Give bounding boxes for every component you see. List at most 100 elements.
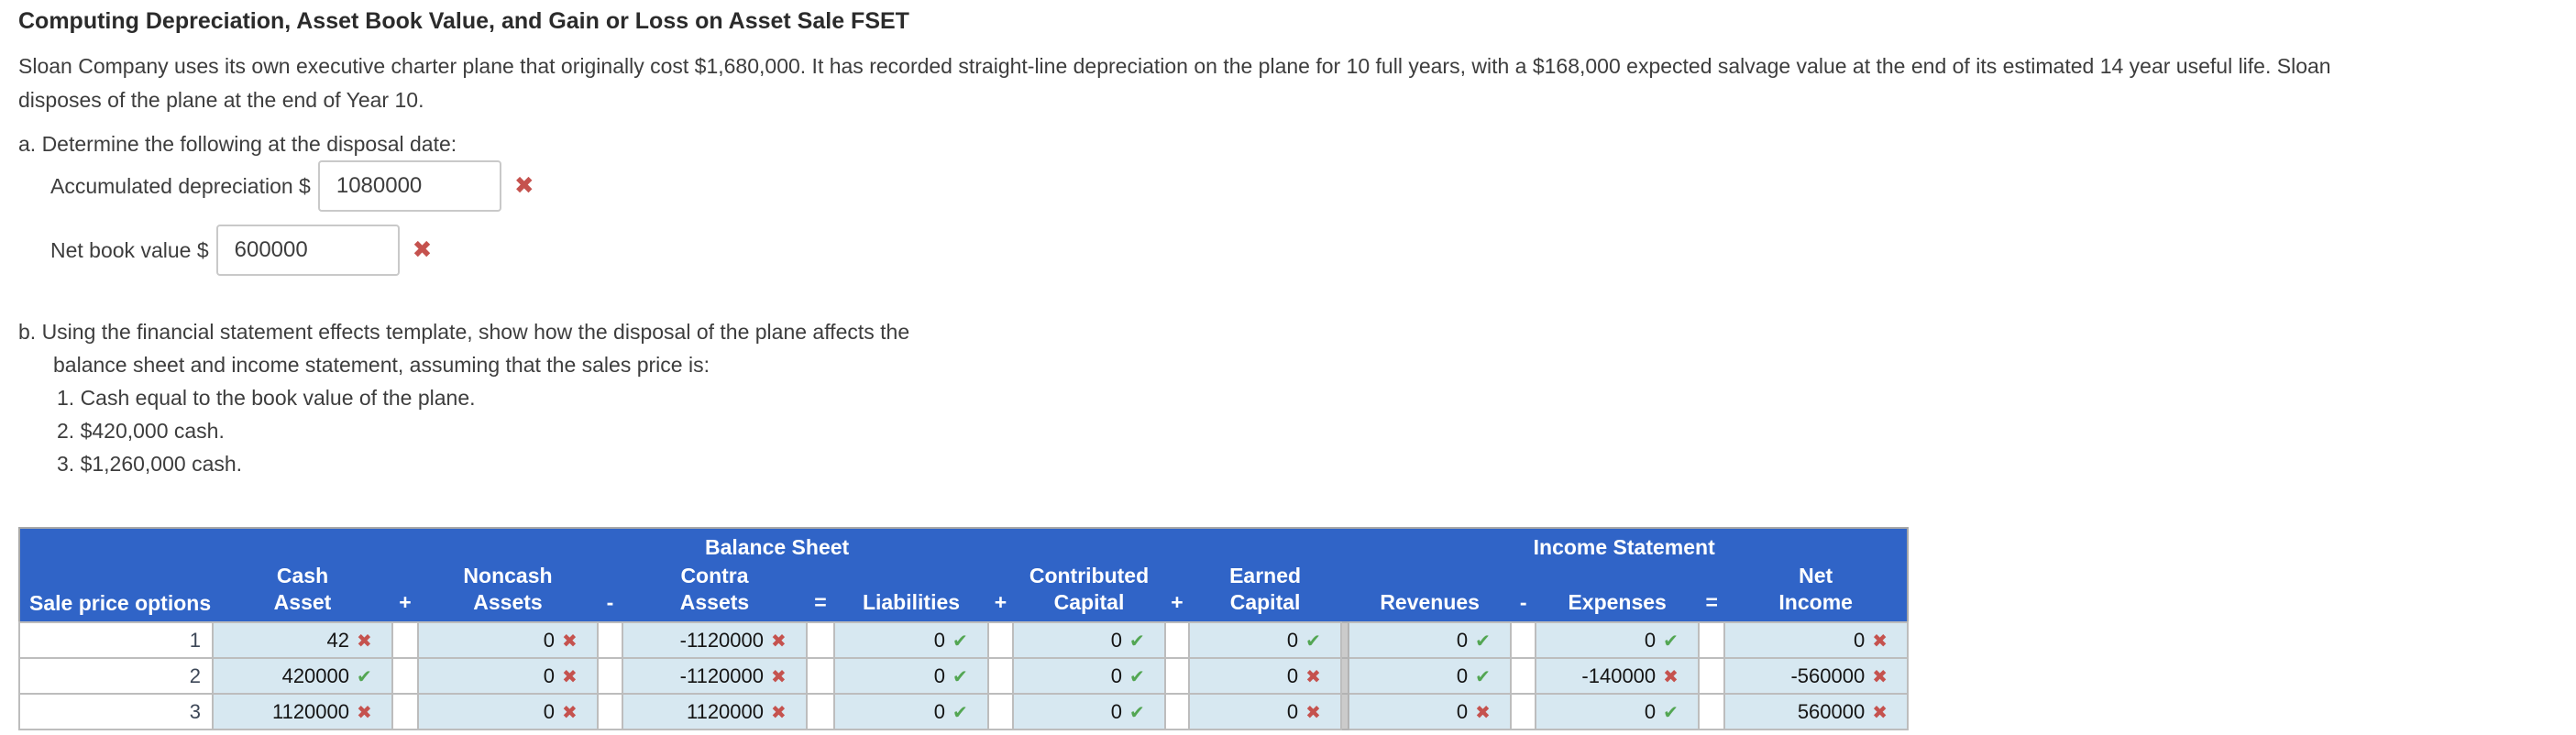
expenses-input[interactable] (1540, 699, 1657, 724)
column-header-liabilities: Liabilities (834, 563, 988, 622)
cell-earned-capital: ✖ (1187, 657, 1343, 695)
column-header-line2: Assets (679, 590, 750, 614)
net-income-input[interactable] (1729, 664, 1866, 688)
contra-assets-input[interactable] (627, 628, 764, 653)
status-icon: ✖ (1872, 629, 1888, 652)
cash-asset-input[interactable] (217, 664, 349, 688)
column-header-line2: Capital (1053, 590, 1125, 614)
column-header-line2: Liabilities (862, 590, 961, 614)
operator-spacer (391, 621, 419, 659)
contributed-capital-input[interactable] (1018, 628, 1122, 653)
status-icon: ✖ (562, 700, 578, 723)
cell-noncash-assets: ✖ (417, 657, 599, 695)
column-header-line1: Cash (276, 564, 329, 587)
status-icon: ✖ (1305, 664, 1321, 687)
cell-earned-capital: ✖ (1187, 693, 1343, 730)
field-label: Accumulated depreciation $ (50, 173, 311, 198)
noncash-assets-input[interactable] (423, 628, 555, 653)
revenues-input[interactable] (1353, 664, 1469, 688)
row-label-header: Sale price options (19, 563, 213, 622)
status-icon: ✔ (357, 664, 372, 687)
operator-spacer (1510, 621, 1537, 659)
operator-spacer (1164, 693, 1190, 730)
column-header-line2: Asset (273, 590, 332, 614)
expenses-input[interactable] (1540, 664, 1657, 688)
operator-spacer (987, 693, 1014, 730)
fset-table: Balance Sheet Income Statement Sale pric… (18, 527, 1910, 730)
status-icon: ✔ (1305, 629, 1321, 652)
status-icon: ✖ (771, 700, 787, 723)
noncash-assets-input[interactable] (423, 699, 555, 724)
net-book-value-input[interactable] (215, 225, 400, 276)
liabilities-input[interactable] (839, 699, 945, 724)
plus-operator: + (988, 563, 1013, 622)
cell-revenues: ✔ (1348, 657, 1513, 695)
column-header-expenses: Expenses (1536, 563, 1700, 622)
contributed-capital-input[interactable] (1018, 699, 1122, 724)
part-b-item-3: 3. $1,260,000 cash. (57, 452, 243, 476)
problem-intro-line1: Sloan Company uses its own executive cha… (18, 54, 2331, 78)
column-header-line1: Contra (680, 564, 749, 587)
part-a-fields: Accumulated depreciation $ ✖ Net book va… (18, 159, 2576, 277)
group-header-row: Balance Sheet Income Statement (19, 528, 1909, 563)
operator-spacer (987, 657, 1014, 695)
operator-spacer (1698, 621, 1726, 659)
operator-spacer (597, 657, 623, 695)
revenues-input[interactable] (1353, 628, 1469, 653)
status-icon: ✔ (952, 700, 968, 723)
operator-spacer (1164, 657, 1190, 695)
cell-contra-assets: ✖ (622, 621, 808, 659)
operator-spacer (391, 693, 419, 730)
part-b-section: b. Using the financial statement effects… (18, 315, 2576, 480)
field-label: Net book value $ (50, 237, 209, 262)
problem-intro-line2: disposes of the plane at the end of Year… (18, 88, 424, 112)
cell-net-income: ✖ (1723, 657, 1910, 695)
noncash-assets-input[interactable] (423, 664, 555, 688)
status-icon: ✖ (562, 629, 578, 652)
column-header-line1: Earned (1229, 564, 1302, 587)
section-divider (1340, 657, 1350, 695)
column-header-noncash-assets: Noncash Assets (418, 563, 598, 622)
cell-contributed-capital: ✔ (1012, 693, 1166, 730)
contra-assets-input[interactable] (627, 664, 764, 688)
accumulated-depreciation-input[interactable] (317, 160, 501, 212)
contributed-capital-input[interactable] (1018, 664, 1122, 688)
earned-capital-input[interactable] (1194, 699, 1299, 724)
status-icon: ✔ (952, 664, 968, 687)
cell-expenses: ✔ (1535, 693, 1701, 730)
earned-capital-input[interactable] (1194, 628, 1299, 653)
liabilities-input[interactable] (839, 628, 945, 653)
expenses-input[interactable] (1540, 628, 1657, 653)
row-label: 2 (18, 657, 214, 695)
incorrect-icon: ✖ (513, 172, 534, 200)
cell-contra-assets: ✖ (622, 657, 808, 695)
status-icon: ✔ (1129, 700, 1145, 723)
cash-asset-input[interactable] (217, 628, 349, 653)
status-icon: ✔ (1129, 629, 1145, 652)
cell-net-income: ✖ (1723, 693, 1910, 730)
section-divider (1340, 621, 1350, 659)
status-icon: ✖ (357, 700, 372, 723)
operator-spacer (806, 657, 835, 695)
earned-capital-input[interactable] (1194, 664, 1299, 688)
page-title: Computing Depreciation, Asset Book Value… (18, 8, 909, 34)
cell-contra-assets: ✖ (622, 693, 808, 730)
row-label: 3 (18, 693, 214, 730)
operator-spacer (1698, 657, 1726, 695)
contra-assets-input[interactable] (627, 699, 764, 724)
column-header-line1: Noncash (463, 564, 553, 587)
revenues-input[interactable] (1353, 699, 1469, 724)
section-divider (1340, 693, 1350, 730)
liabilities-input[interactable] (839, 664, 945, 688)
status-icon: ✔ (1475, 664, 1491, 687)
net-income-input[interactable] (1729, 699, 1866, 724)
net-income-input[interactable] (1729, 628, 1866, 653)
cell-expenses: ✔ (1535, 621, 1701, 659)
cell-liabilities: ✔ (833, 693, 989, 730)
cash-asset-input[interactable] (217, 699, 349, 724)
operator-spacer (1510, 657, 1537, 695)
cell-noncash-assets: ✖ (417, 621, 599, 659)
operator-spacer (597, 621, 623, 659)
status-icon: ✖ (357, 629, 372, 652)
operator-spacer (597, 693, 623, 730)
